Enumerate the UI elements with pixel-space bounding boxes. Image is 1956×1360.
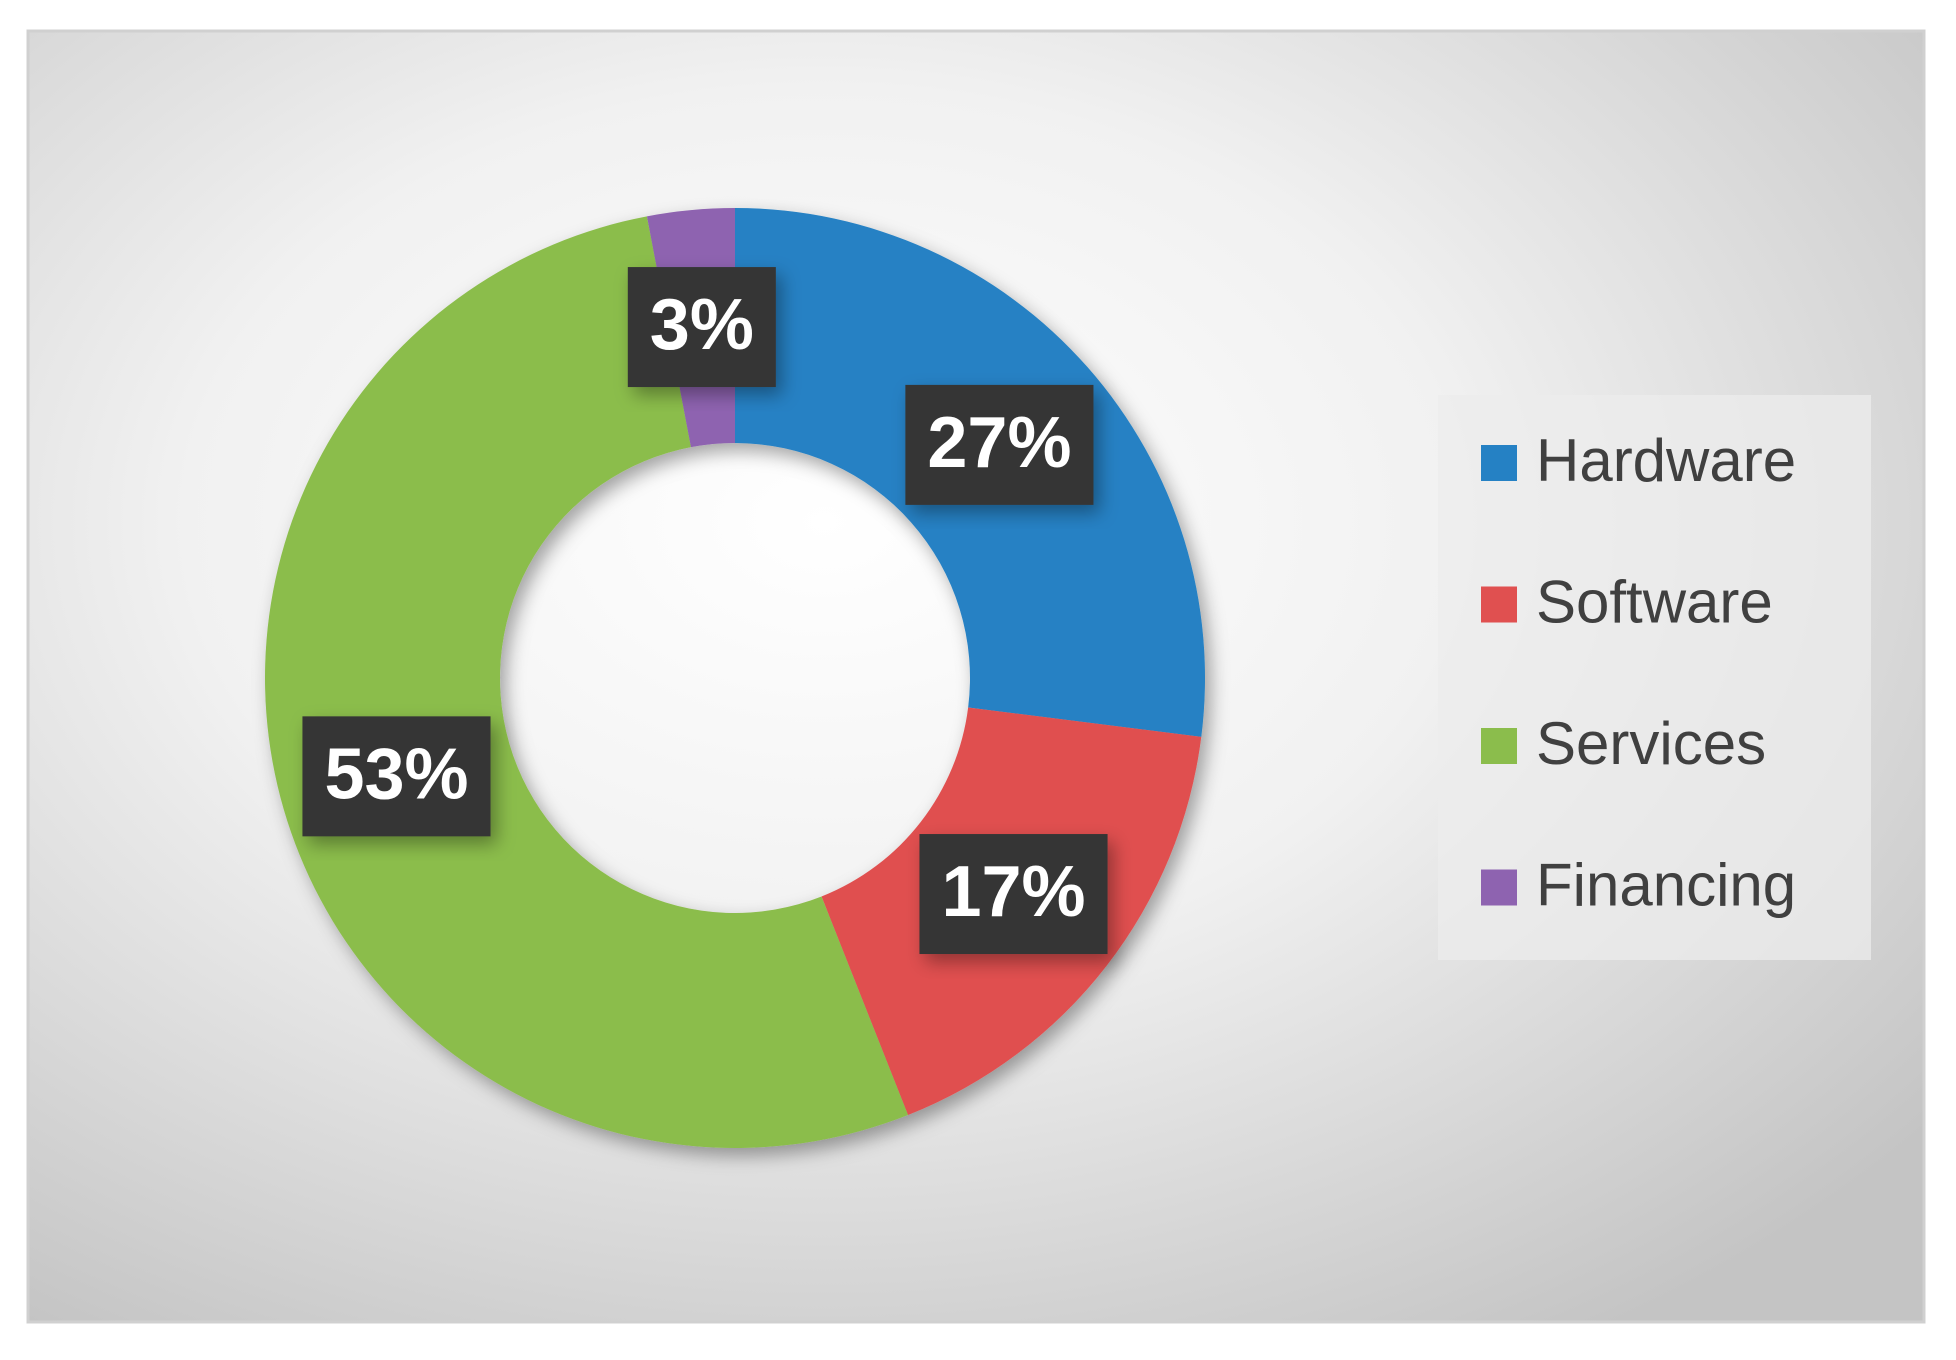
data-label: 27% [905,384,1094,505]
legend: Hardware Software Services Financing [1481,427,1796,918]
legend-label: Software [1536,568,1773,635]
slice [265,216,909,1148]
data-label-box [302,716,491,837]
data-labels: 27% 17% 53% 3% [302,267,1108,955]
data-label-box [627,267,776,388]
data-label: 3% [627,267,776,388]
data-label: 53% [302,716,491,837]
legend-swatch [1481,728,1517,764]
legend-label: Services [1536,710,1766,777]
data-label-text: 27% [927,403,1071,483]
data-label-text: 53% [324,734,468,814]
legend-swatch [1481,445,1517,481]
data-label-text: 17% [941,852,1085,932]
data-label-box [919,834,1108,955]
legend-box [1438,395,1871,960]
legend-swatch [1481,869,1517,906]
legend-label: Financing [1536,851,1796,918]
legend-swatch [1481,586,1517,623]
data-label-box [905,384,1094,505]
data-label-text: 3% [650,285,754,365]
legend-label: Hardware [1536,427,1796,494]
data-label: 17% [919,834,1108,955]
